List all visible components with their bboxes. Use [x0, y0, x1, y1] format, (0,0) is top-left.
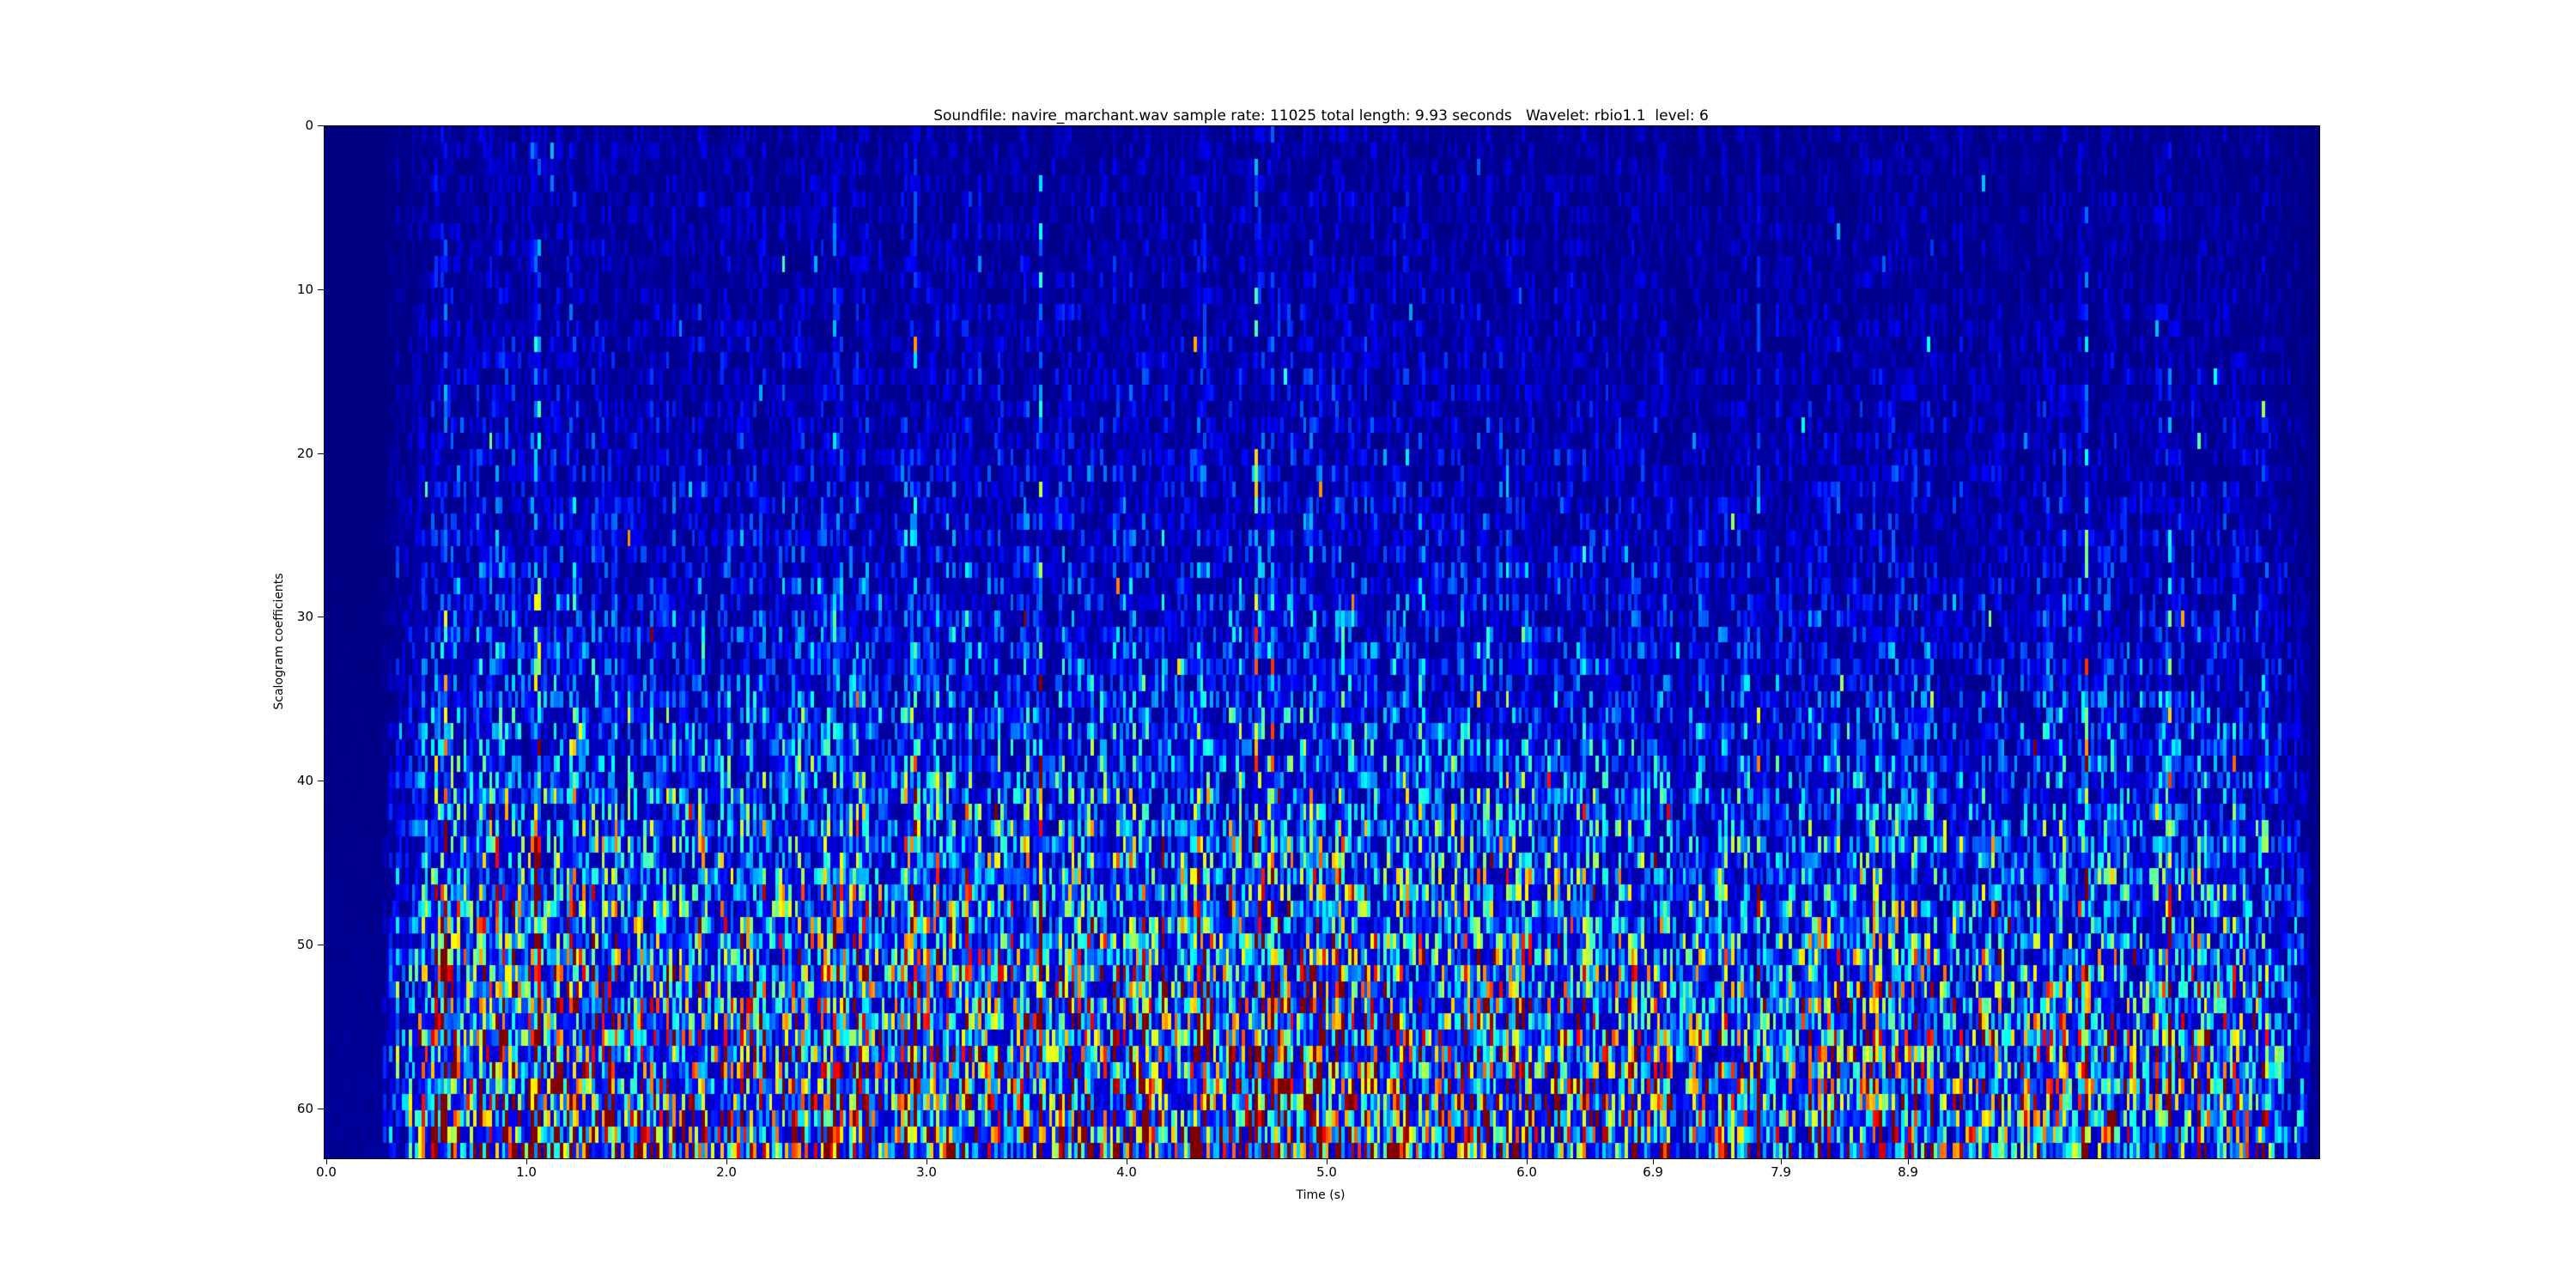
- x-tick-label: 6.0: [1516, 1164, 1537, 1180]
- y-tick-label: 40: [296, 773, 313, 789]
- x-tick-label: 4.0: [1116, 1164, 1137, 1180]
- y-axis-label: Scalogram coefficients: [272, 573, 286, 710]
- y-tick-label: 50: [296, 936, 313, 952]
- y-tick-label: 60: [296, 1100, 313, 1116]
- y-tick-label: 20: [296, 445, 313, 461]
- x-tick-label: 6.9: [1643, 1164, 1663, 1180]
- x-tick-mark: [1781, 1158, 1782, 1164]
- x-tick-label: 1.0: [516, 1164, 537, 1180]
- x-tick-label: 2.0: [716, 1164, 737, 1180]
- scalogram-plot-area[interactable]: [324, 125, 2320, 1159]
- x-tick-label: 8.9: [1898, 1164, 1918, 1180]
- x-tick-mark: [1908, 1158, 1909, 1164]
- y-tick-mark: [318, 289, 324, 290]
- x-tick-label: 5.0: [1316, 1164, 1337, 1180]
- x-tick-label: 0.0: [316, 1164, 337, 1180]
- x-tick-mark: [326, 1158, 327, 1164]
- x-axis-label: Time (s): [1296, 1188, 1346, 1202]
- x-tick-mark: [726, 1158, 727, 1164]
- x-tick-mark: [526, 1158, 527, 1164]
- y-tick-label: 30: [296, 609, 313, 625]
- page-title: Soundfile: navire_marchant.wav sample ra…: [933, 107, 1709, 125]
- scalogram-heatmap[interactable]: [325, 126, 2319, 1158]
- x-tick-mark: [1653, 1158, 1654, 1164]
- x-tick-label: 3.0: [916, 1164, 937, 1180]
- x-tick-label: 7.9: [1771, 1164, 1791, 1180]
- y-tick-label: 10: [296, 281, 313, 297]
- x-tick-mark: [1527, 1158, 1528, 1164]
- y-tick-mark: [318, 125, 324, 126]
- y-tick-mark: [318, 453, 324, 454]
- y-tick-label: 0: [305, 118, 313, 133]
